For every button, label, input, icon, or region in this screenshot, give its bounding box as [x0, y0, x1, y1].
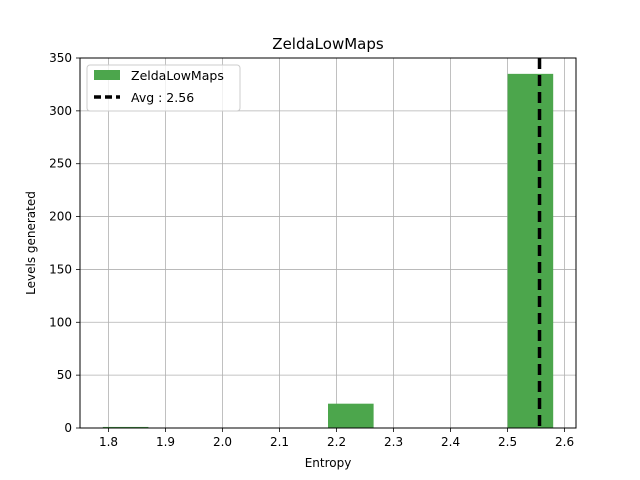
x-axis-ticks: 1.8 1.9 2.0 2.1 2.2 2.3 2.4 2.5 2.6: [99, 428, 574, 449]
histogram-bar: [328, 403, 374, 428]
y-tick-label: 50: [57, 368, 72, 382]
x-tick-label: 2.3: [384, 435, 403, 449]
x-tick-label: 2.0: [213, 435, 232, 449]
plot-frame: [79, 57, 577, 429]
x-tick-label: 2.4: [441, 435, 460, 449]
legend-label-histogram: ZeldaLowMaps: [131, 68, 224, 83]
legend-label-average: Avg : 2.56: [131, 90, 194, 105]
y-tick-label: 250: [49, 157, 72, 171]
legend: ZeldaLowMaps Avg : 2.56: [86, 64, 241, 112]
x-tick-label: 2.1: [270, 435, 289, 449]
chart-title: ZeldaLowMaps: [272, 35, 384, 53]
x-axis-label: Entropy: [305, 456, 352, 470]
histogram-bar: [102, 426, 149, 428]
x-tick-label: 2.6: [555, 435, 574, 449]
x-tick-label: 2.5: [498, 435, 517, 449]
x-tick-label: 1.9: [156, 435, 175, 449]
y-tick-label: 0: [64, 421, 72, 435]
x-tick-label: 2.2: [327, 435, 346, 449]
y-tick-label: 200: [49, 210, 72, 224]
y-tick-label: 150: [49, 262, 72, 276]
y-axis-label: Levels generated: [24, 191, 38, 295]
y-axis-ticks: 0 50 100 150 200 250 300 350: [49, 51, 80, 435]
histogram-bars: [102, 73, 554, 428]
histogram-bar: [507, 73, 554, 428]
y-tick-label: 350: [49, 51, 72, 65]
legend-box: [86, 64, 241, 112]
y-tick-label: 300: [49, 104, 72, 118]
x-tick-label: 1.8: [99, 435, 118, 449]
legend-swatch-histogram: [94, 70, 120, 80]
y-tick-label: 100: [49, 315, 72, 329]
